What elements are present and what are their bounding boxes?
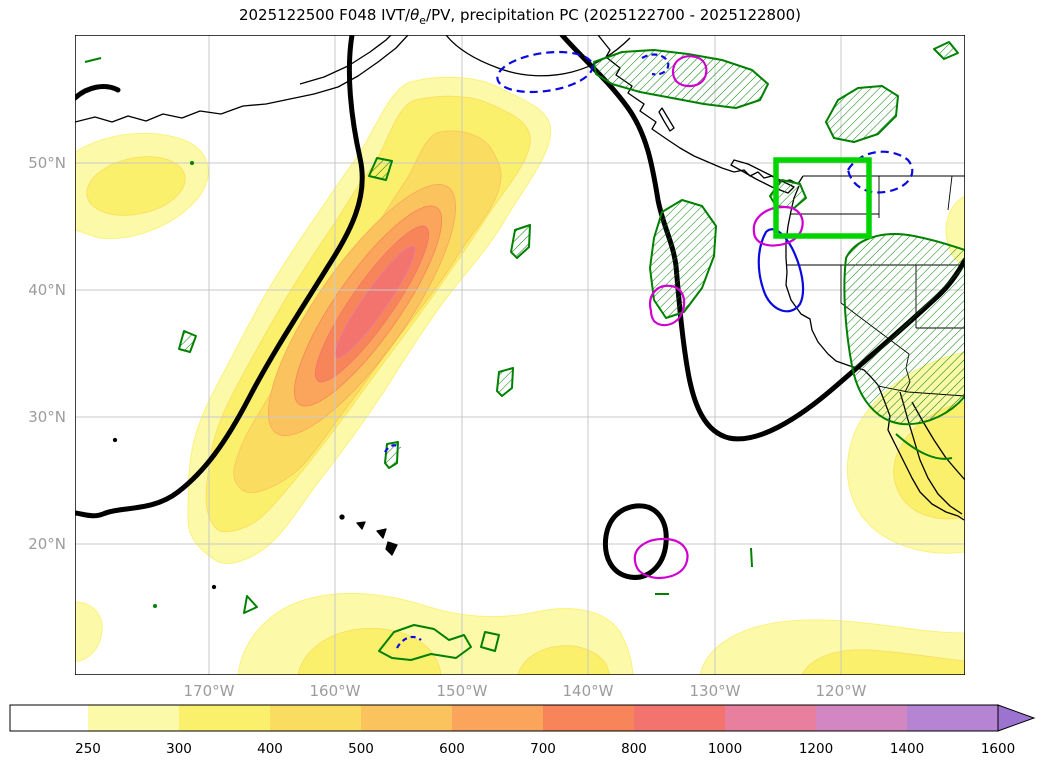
- pv-contour-west: [75, 35, 365, 519]
- x-tick-140w: 140°W: [562, 682, 614, 700]
- green-contour-california: [843, 233, 965, 426]
- green-tick-1: [750, 547, 753, 568]
- green-dot-1: [190, 161, 194, 165]
- blue-contour-small-ak: [641, 53, 670, 76]
- y-tick-20n: 20°N: [28, 535, 66, 553]
- colorbar-segment: [725, 705, 816, 731]
- coastline-us-west: [785, 185, 879, 386]
- x-tick-170w: 170°W: [183, 682, 235, 700]
- blue-contour-gulf-ak: [496, 50, 594, 94]
- magenta-contour-oregon-offshore: [649, 284, 686, 327]
- colorbar-tick-label: 300: [166, 741, 192, 757]
- title-post: /PV, precipitation PC (2025122700 - 2025…: [426, 6, 802, 24]
- island-kauai: [339, 514, 345, 520]
- green-contour-south-small: [480, 631, 500, 652]
- colorbar-segment: [179, 705, 270, 731]
- colorbar-tick-label: 800: [621, 741, 647, 757]
- target-region-box: [773, 157, 872, 239]
- precip-pc-green-layer: [84, 41, 965, 661]
- blue-contour-oregon: [757, 228, 805, 313]
- colorbar-tick-label: 600: [439, 741, 465, 757]
- green-contour-south-cluster: [378, 624, 472, 661]
- colorbar-tick-label: 1600: [981, 741, 1015, 757]
- blue-contour-tiny-south: [396, 635, 422, 649]
- hawaii-islands: [112, 437, 398, 590]
- ivt-contour-300-se-corner: [801, 649, 965, 675]
- colorbar-frame: [9, 704, 999, 732]
- x-tick-120w: 120°W: [815, 682, 867, 700]
- y-tick-30n: 30°N: [28, 408, 66, 426]
- y-tick-50n: 50°N: [28, 154, 66, 172]
- colorbar-segment: [907, 705, 998, 731]
- coastline-aleutians: [75, 35, 409, 123]
- magenta-contour-vancouver: [752, 205, 804, 247]
- green-contour-ne-corner: [933, 41, 959, 60]
- coastline-ak-peninsula-north: [299, 35, 392, 85]
- colorbar-tick-label: 250: [75, 741, 101, 757]
- y-tick-40n: 40°N: [28, 281, 66, 299]
- ivt-contour-800-main: [334, 245, 416, 359]
- colorbar-tick-label: 1400: [890, 741, 924, 757]
- blue-contour-tiny-mid: [384, 444, 401, 453]
- island-oahu: [356, 521, 366, 530]
- island-hawaii: [385, 541, 398, 556]
- green-contour-small-nw: [368, 157, 393, 181]
- green-contour-panhandle: [593, 49, 769, 109]
- colorbar-segment-under: [10, 705, 88, 731]
- ivt-contour-300-south-b: [517, 645, 611, 675]
- green-contour-small-w: [178, 330, 197, 353]
- colorbar-arrow: [997, 704, 1036, 732]
- ivt-contour-300-nw: [86, 156, 186, 216]
- pv-contour-closed-south: [602, 503, 669, 580]
- map-plot: [75, 35, 965, 675]
- colorbar: 250 300 400 500 600 700 800 1000 1200 1400 1600: [9, 704, 1036, 757]
- colorbar-segment: [816, 705, 907, 731]
- colorbar-tick-label: 500: [348, 741, 374, 757]
- green-contour-pnw-coast: [649, 199, 717, 319]
- colorbar-segment: [634, 705, 725, 731]
- colorbar-tick-label: 1200: [799, 741, 833, 757]
- ivt-fill-layer: [75, 76, 965, 675]
- colorbar-segment: [452, 705, 543, 731]
- green-contour-baja-arc: [895, 433, 953, 460]
- green-contour-interior-bc: [825, 85, 899, 143]
- magenta-contour-ak: [671, 55, 708, 88]
- colorbar-segment: [88, 705, 179, 731]
- chart-title: 2025122500 F048 IVT/θe/PV, precipitation…: [75, 6, 965, 27]
- blue-contour-interior-nw: [846, 150, 914, 194]
- coastline-haida-gwaii: [658, 107, 675, 132]
- green-contour-south-tri: [243, 595, 258, 614]
- pv-contour-nw-corner: [75, 84, 121, 101]
- border-id-mt: [947, 175, 953, 211]
- title-theta-sub: e: [419, 14, 427, 27]
- colorbar-segment: [270, 705, 361, 731]
- green-dot-2: [153, 604, 157, 608]
- colorbar-segment: [361, 705, 452, 731]
- colorbar-segment: [543, 705, 634, 731]
- x-tick-150w: 150°W: [436, 682, 488, 700]
- gridlines: [75, 35, 965, 675]
- island-midway: [112, 437, 118, 443]
- title-theta: θ: [410, 6, 420, 24]
- precip-pc-magenta-layer: [633, 55, 804, 580]
- island-johnston: [211, 584, 217, 590]
- colorbar-tick-label: 700: [530, 741, 556, 757]
- x-tick-130w: 130°W: [689, 682, 741, 700]
- colorbar-tick-label: 1000: [708, 741, 742, 757]
- island-maui: [376, 528, 387, 539]
- x-tick-160w: 160°W: [309, 682, 361, 700]
- green-tick-3: [84, 57, 102, 63]
- green-contour-small-c2: [496, 367, 514, 397]
- colorbar-tick-label: 400: [257, 741, 283, 757]
- magenta-contour-south: [633, 537, 689, 580]
- ivt-contour-250-sw-corner: [75, 601, 103, 663]
- title-pre: 2025122500 F048 IVT/: [238, 6, 411, 24]
- green-contour-small-c1: [510, 224, 531, 259]
